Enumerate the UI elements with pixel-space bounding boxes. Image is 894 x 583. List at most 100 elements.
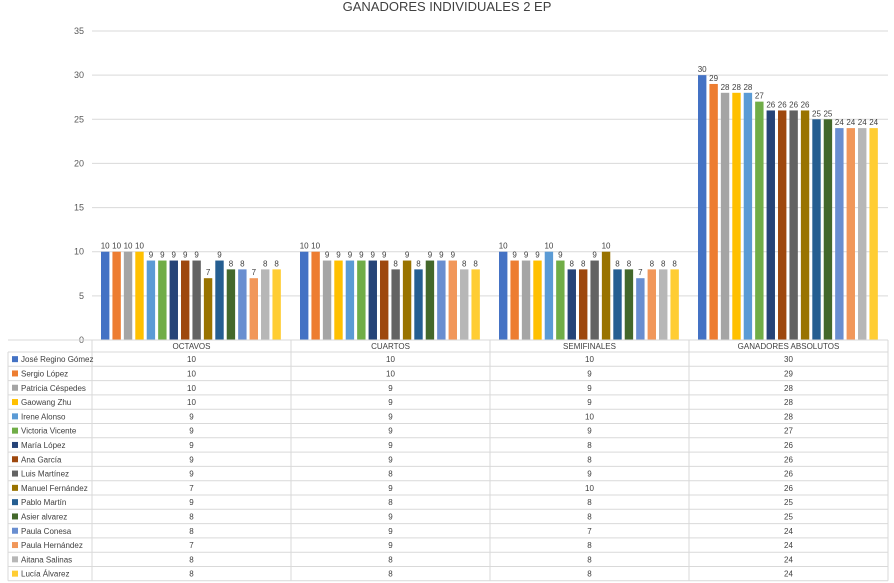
bar xyxy=(345,260,355,340)
data-label: 8 xyxy=(240,259,245,268)
bar xyxy=(590,260,599,340)
data-label: 26 xyxy=(766,100,775,109)
bar xyxy=(556,260,565,340)
data-label: 9 xyxy=(405,251,410,260)
table-cell: 8 xyxy=(587,512,592,521)
legend-swatch xyxy=(12,384,18,391)
table-cell: 8 xyxy=(388,570,393,579)
legend-swatch xyxy=(12,499,18,506)
data-label: 9 xyxy=(428,251,433,260)
table-cell: 7 xyxy=(189,541,194,550)
table-cell: 10 xyxy=(187,384,196,393)
table-cell: 28 xyxy=(784,398,793,407)
table-cell: 7 xyxy=(587,527,592,536)
table-cell: 8 xyxy=(587,498,592,507)
table-cell: 9 xyxy=(388,412,393,421)
table-cell: 9 xyxy=(388,541,393,550)
data-label: 8 xyxy=(661,259,666,268)
table-cell: 28 xyxy=(784,384,793,393)
data-label: 9 xyxy=(592,251,597,260)
category-label: CUARTOS xyxy=(371,342,410,351)
data-label: 8 xyxy=(274,259,279,268)
table-cell: 10 xyxy=(386,355,395,364)
legend-swatch xyxy=(12,370,18,377)
y-tick-label: 20 xyxy=(74,158,84,168)
series-name: Sergio López xyxy=(21,369,68,378)
data-label: 8 xyxy=(263,259,268,268)
bar xyxy=(448,260,457,340)
data-label: 10 xyxy=(300,242,309,251)
data-label: 9 xyxy=(348,251,353,260)
bar xyxy=(192,260,201,340)
table-cell: 8 xyxy=(189,512,194,521)
table-cell: 25 xyxy=(784,512,793,521)
bar xyxy=(169,260,178,340)
bar xyxy=(567,269,576,340)
bar xyxy=(135,251,144,340)
bar xyxy=(766,110,775,340)
bar xyxy=(647,269,656,340)
table-cell: 9 xyxy=(587,398,592,407)
table-cell: 9 xyxy=(388,398,393,407)
table-cell: 9 xyxy=(189,441,194,450)
series-name: Asier alvarez xyxy=(21,512,67,521)
y-tick-label: 35 xyxy=(74,26,84,36)
legend-swatch xyxy=(12,413,18,420)
bar xyxy=(460,269,469,340)
legend-swatch xyxy=(12,356,18,363)
data-label: 27 xyxy=(755,92,764,101)
series-name: José Regino Gómez xyxy=(21,355,93,364)
table-cell: 10 xyxy=(187,369,196,378)
bar xyxy=(203,278,213,340)
chart-title: GANADORES INDIVIDUALES 2 EP xyxy=(342,0,552,14)
table-cell: 8 xyxy=(587,555,592,564)
data-label: 8 xyxy=(473,259,478,268)
data-label: 9 xyxy=(558,251,563,260)
data-label: 8 xyxy=(581,259,586,268)
y-tick-label: 25 xyxy=(74,114,84,124)
bar xyxy=(272,269,281,340)
table-cell: 9 xyxy=(587,369,592,378)
data-label: 10 xyxy=(544,242,553,251)
bar xyxy=(835,128,844,340)
y-tick-label: 10 xyxy=(74,247,84,257)
y-tick-label: 5 xyxy=(79,291,84,301)
data-label: 25 xyxy=(812,109,821,118)
legend-swatch xyxy=(12,513,18,520)
legend-swatch xyxy=(12,470,18,477)
table-cell: 10 xyxy=(585,355,594,364)
bar xyxy=(858,128,867,340)
series-name: Aitana Salinas xyxy=(21,555,72,564)
table-cell: 9 xyxy=(189,498,194,507)
series-name: Lucía Álvarez xyxy=(21,570,69,579)
bar xyxy=(402,260,412,340)
table-cell: 9 xyxy=(189,412,194,421)
bar xyxy=(720,92,730,340)
bar xyxy=(709,83,718,340)
bar xyxy=(624,269,634,340)
table-cell: 9 xyxy=(388,455,393,464)
y-tick-label: 30 xyxy=(74,70,84,80)
series-name: Gaowang Zhu xyxy=(21,398,71,407)
bar xyxy=(521,260,531,340)
legend-swatch xyxy=(12,441,18,448)
data-label: 9 xyxy=(382,251,387,260)
bar xyxy=(789,110,798,340)
data-label: 29 xyxy=(709,74,718,83)
bar xyxy=(112,251,121,340)
bar xyxy=(636,278,645,340)
bar xyxy=(812,119,821,341)
table-cell: 24 xyxy=(784,555,793,564)
table-cell: 8 xyxy=(587,541,592,550)
data-label: 26 xyxy=(778,100,787,109)
data-label: 9 xyxy=(359,251,364,260)
data-label: 9 xyxy=(149,251,154,260)
series-name: Manuel Fernández xyxy=(21,484,88,493)
bars xyxy=(101,75,878,341)
bar xyxy=(334,260,343,340)
table-cell: 8 xyxy=(189,527,194,536)
data-label: 8 xyxy=(416,259,421,268)
bar xyxy=(414,269,423,340)
bar xyxy=(300,251,309,340)
bar xyxy=(869,128,878,340)
